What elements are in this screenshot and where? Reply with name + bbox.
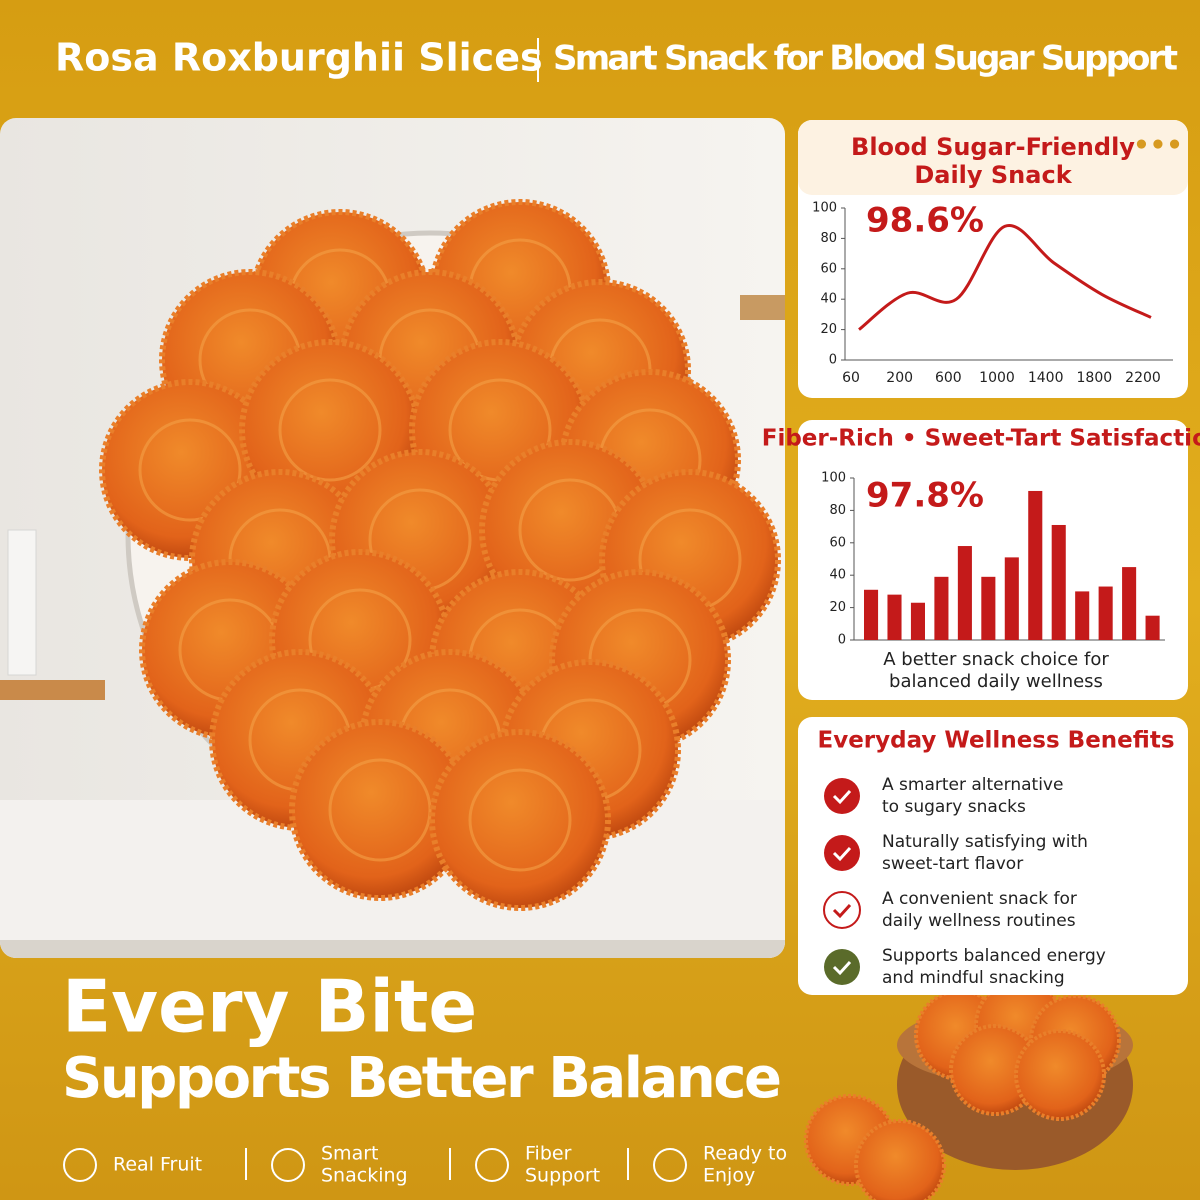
line <box>858 224 1152 331</box>
bar <box>910 602 925 640</box>
glass <box>7 529 37 676</box>
card <box>798 717 1188 995</box>
feature-icon <box>271 1148 305 1182</box>
slice <box>1014 1029 1106 1121</box>
benefits-title: Everyday Wellness Benefits <box>817 728 1174 754</box>
caption: balanced daily wellness <box>889 671 1103 692</box>
check <box>832 789 852 805</box>
benefit-text: A smarter alternative <box>882 775 1063 795</box>
y-tick-label: 40 <box>820 292 837 307</box>
bar <box>934 576 949 640</box>
slice-center <box>328 758 432 862</box>
bar <box>1051 524 1066 640</box>
bar <box>1145 615 1160 640</box>
benefit-text: to sugary snacks <box>882 797 1026 817</box>
benefit-text: Supports balanced energy <box>882 946 1106 966</box>
bar <box>1004 557 1019 640</box>
y-tick-label: 0 <box>829 353 837 368</box>
feature-label: Fiber <box>525 1143 572 1165</box>
bar <box>1028 490 1043 640</box>
y-tick-label: 100 <box>812 201 837 216</box>
headline: Supports Better Balance <box>62 1046 782 1111</box>
x-tick-label: 600 <box>935 370 962 386</box>
annotation: 98.6% <box>866 201 984 241</box>
y-tick-label: 0 <box>838 633 846 648</box>
bar <box>1075 591 1090 640</box>
x-tick-label: 1800 <box>1077 370 1113 386</box>
benefit-text: and mindful snacking <box>882 968 1065 988</box>
check <box>832 846 852 862</box>
benefit-text: daily wellness routines <box>882 911 1076 931</box>
benefit-text: Naturally satisfying with <box>882 832 1088 852</box>
shelf <box>0 680 105 700</box>
dots: ••• <box>1133 131 1183 161</box>
chart-title: Daily Snack <box>914 161 1072 189</box>
slice-center <box>468 768 572 872</box>
y-tick-label: 40 <box>829 568 846 583</box>
y-tick-label: 20 <box>829 600 846 615</box>
photo <box>0 118 785 958</box>
x-tick-label: 200 <box>886 370 913 386</box>
feature-label: Enjoy <box>703 1165 755 1187</box>
feature-icon <box>63 1148 97 1182</box>
y-tick-label: 80 <box>829 503 846 518</box>
caption: A better snack choice for <box>883 649 1109 670</box>
feature-label: Ready to <box>703 1143 787 1165</box>
feature-icon <box>653 1148 687 1182</box>
slices <box>99 199 781 911</box>
benefit-icon <box>824 949 860 985</box>
x-tick-label: 2200 <box>1125 370 1161 386</box>
feature-label: Real Fruit <box>113 1154 202 1176</box>
bar <box>864 589 879 640</box>
title: Rosa Roxburghii Slices <box>55 36 543 80</box>
check <box>832 903 852 919</box>
card-header <box>798 120 1188 195</box>
benefit-text: sweet-tart flavor <box>882 854 1023 874</box>
chart-title: Blood Sugar-Friendly <box>851 133 1135 161</box>
y-tick-label: 20 <box>820 322 837 337</box>
y-tick-label: 80 <box>820 231 837 246</box>
bar <box>957 546 972 640</box>
benefit-text: A convenient snack for <box>882 889 1077 909</box>
slice-center <box>138 418 242 522</box>
feature-label: Snacking <box>321 1165 408 1187</box>
jar-lid <box>740 295 785 320</box>
x-tick-label: 1400 <box>1028 370 1064 386</box>
counter-edge <box>0 940 785 958</box>
bar <box>1122 567 1137 640</box>
small-bowl <box>804 979 1133 1204</box>
benefit-icon <box>823 891 861 929</box>
bar <box>887 594 902 640</box>
annotation: 97.8% <box>866 476 984 516</box>
feature-label: Smart <box>321 1143 378 1165</box>
y-tick-label: 60 <box>829 535 846 550</box>
x-tick-label: 60 <box>842 370 860 386</box>
x-tick-label: 1000 <box>979 370 1015 386</box>
headline: Every Bite <box>62 965 477 1049</box>
check <box>832 960 852 976</box>
benefit-icon <box>824 778 860 814</box>
y-tick-label: 60 <box>820 261 837 276</box>
chart-title: Fiber-Rich • Sweet-Tart Satisfaction <box>762 426 1200 452</box>
y-tick-label: 100 <box>821 471 846 486</box>
slice-center <box>278 378 382 482</box>
slice <box>854 1119 946 1204</box>
bar <box>1098 586 1113 640</box>
subtitle: Smart Snack for Blood Sugar Support <box>553 39 1178 79</box>
feature-icon <box>475 1148 509 1182</box>
benefit-icon <box>824 835 860 871</box>
bar <box>981 576 996 640</box>
slice <box>429 729 611 911</box>
feature-label: Support <box>525 1165 600 1187</box>
